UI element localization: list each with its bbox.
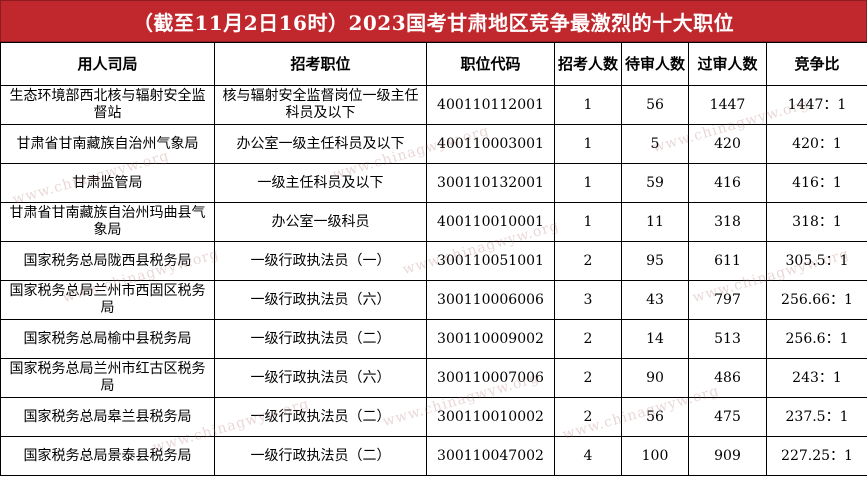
cell-approved-count: 797 — [688, 280, 767, 320]
table-row: 甘肃省甘南藏族自治州玛曲县气象局 办公室一级科员 400110010001 1 11 31… — [0, 202, 867, 242]
cell-approved-count: 611 — [688, 241, 767, 281]
cell-recruit-count: 2 — [554, 358, 622, 398]
cell-position: 办公室一级科员 — [214, 202, 427, 242]
cell-approved-count: 909 — [688, 436, 767, 476]
cell-approved-count: 486 — [688, 358, 767, 398]
cell-competition-ratio: 318：1 — [766, 202, 867, 242]
header-approved-count: 过审人数 — [688, 42, 767, 86]
cell-position-code: 300110047002 — [426, 436, 555, 476]
cell-competition-ratio: 256.6：1 — [766, 319, 867, 359]
cell-position-code: 300110010002 — [426, 397, 555, 437]
cell-department: 国家税务总局皋兰县税务局 — [0, 397, 215, 437]
cell-position: 一级主任科员及以下 — [214, 163, 427, 203]
cell-position-code: 300110009002 — [426, 319, 555, 359]
cell-position: 一级行政执法员（二） — [214, 397, 427, 437]
cell-position-code: 400110112001 — [426, 85, 555, 125]
cell-pending-count: 95 — [621, 241, 689, 281]
cell-approved-count: 513 — [688, 319, 767, 359]
cell-department: 国家税务总局兰州市西固区税务局 — [0, 280, 215, 320]
cell-position: 办公室一级主任科员及以下 — [214, 124, 427, 164]
cell-position: 核与辐射安全监督岗位一级主任科员及以下 — [214, 85, 427, 125]
cell-department: 国家税务总局陇西县税务局 — [0, 241, 215, 281]
cell-recruit-count: 1 — [554, 163, 622, 203]
cell-pending-count: 11 — [621, 202, 689, 242]
cell-pending-count: 5 — [621, 124, 689, 164]
cell-pending-count: 56 — [621, 397, 689, 437]
table-row: 国家税务总局景泰县税务局 一级行政执法员（二） 300110047002 4 100 90… — [0, 436, 867, 476]
table-row: 国家税务总局兰州市西固区税务局 一级行政执法员（六） 300110006006 3 43… — [0, 280, 867, 320]
header-position-code: 职位代码 — [426, 42, 555, 86]
cell-competition-ratio: 243：1 — [766, 358, 867, 398]
cell-position: 一级行政执法员（一） — [214, 241, 427, 281]
cell-approved-count: 420 — [688, 124, 767, 164]
table-row: 生态环境部西北核与辐射安全监督站 核与辐射安全监督岗位一级主任科员及以下 40011… — [0, 85, 867, 125]
cell-approved-count: 1447 — [688, 85, 767, 125]
table-row: 国家税务总局陇西县税务局 一级行政执法员（一） 300110051001 2 95 611… — [0, 241, 867, 281]
cell-department: 国家税务总局榆中县税务局 — [0, 319, 215, 359]
header-row: 用人司局 招考职位 职位代码 招考人数 待审人数 过审人数 竞争比 — [0, 42, 867, 86]
cell-competition-ratio: 237.5：1 — [766, 397, 867, 437]
cell-recruit-count: 1 — [554, 85, 622, 125]
cell-position-code: 400110010001 — [426, 202, 555, 242]
cell-competition-ratio: 1447：1 — [766, 85, 867, 125]
header-recruit-count: 招考人数 — [554, 42, 622, 86]
cell-position: 一级行政执法员（二） — [214, 319, 427, 359]
cell-approved-count: 318 — [688, 202, 767, 242]
cell-pending-count: 100 — [621, 436, 689, 476]
cell-position: 一级行政执法员（六） — [214, 358, 427, 398]
cell-position-code: 400110003001 — [426, 124, 555, 164]
table-row: 国家税务总局皋兰县税务局 一级行政执法员（二） 300110010002 2 56 475… — [0, 397, 867, 437]
cell-position: 一级行政执法员（六） — [214, 280, 427, 320]
cell-position-code: 300110132001 — [426, 163, 555, 203]
cell-approved-count: 416 — [688, 163, 767, 203]
cell-department: 甘肃监管局 — [0, 163, 215, 203]
cell-department: 国家税务总局景泰县税务局 — [0, 436, 215, 476]
cell-department: 国家税务总局兰州市红古区税务局 — [0, 358, 215, 398]
cell-recruit-count: 2 — [554, 319, 622, 359]
cell-position-code: 300110051001 — [426, 241, 555, 281]
cell-competition-ratio: 420：1 — [766, 124, 867, 164]
cell-pending-count: 90 — [621, 358, 689, 398]
header-pending-count: 待审人数 — [621, 42, 689, 86]
cell-position-code: 300110007006 — [426, 358, 555, 398]
cell-pending-count: 56 — [621, 85, 689, 125]
cell-position: 一级行政执法员（二） — [214, 436, 427, 476]
cell-competition-ratio: 305.5：1 — [766, 241, 867, 281]
cell-recruit-count: 1 — [554, 124, 622, 164]
cell-pending-count: 59 — [621, 163, 689, 203]
cell-department: 甘肃省甘南藏族自治州气象局 — [0, 124, 215, 164]
table-row: 国家税务总局榆中县税务局 一级行政执法员（二） 300110009002 2 14 513… — [0, 319, 867, 359]
header-position: 招考职位 — [214, 42, 427, 86]
cell-recruit-count: 2 — [554, 397, 622, 437]
cell-position-code: 300110006006 — [426, 280, 555, 320]
cell-approved-count: 475 — [688, 397, 767, 437]
cell-recruit-count: 2 — [554, 241, 622, 281]
cell-competition-ratio: 227.25：1 — [766, 436, 867, 476]
cell-department: 生态环境部西北核与辐射安全监督站 — [0, 85, 215, 125]
cell-department: 甘肃省甘南藏族自治州玛曲县气象局 — [0, 202, 215, 242]
cell-competition-ratio: 256.66：1 — [766, 280, 867, 320]
cell-competition-ratio: 416：1 — [766, 163, 867, 203]
cell-recruit-count: 4 — [554, 436, 622, 476]
positions-table: 用人司局 招考职位 职位代码 招考人数 待审人数 过审人数 竞争比 生态环境部西… — [0, 42, 867, 476]
cell-recruit-count: 1 — [554, 202, 622, 242]
table-title: （截至11月2日16时）2023国考甘肃地区竞争最激烈的十大职位 — [0, 0, 867, 42]
cell-pending-count: 43 — [621, 280, 689, 320]
table-row: 甘肃监管局 一级主任科员及以下 300110132001 1 59 416 416：1 — [0, 163, 867, 203]
table-row: 甘肃省甘南藏族自治州气象局 办公室一级主任科员及以下 400110003001 1 5 4… — [0, 124, 867, 164]
header-competition-ratio: 竞争比 — [766, 42, 867, 86]
cell-pending-count: 14 — [621, 319, 689, 359]
header-department: 用人司局 — [0, 42, 215, 86]
cell-recruit-count: 3 — [554, 280, 622, 320]
table-row: 国家税务总局兰州市红古区税务局 一级行政执法员（六） 300110007006 2 90… — [0, 358, 867, 398]
